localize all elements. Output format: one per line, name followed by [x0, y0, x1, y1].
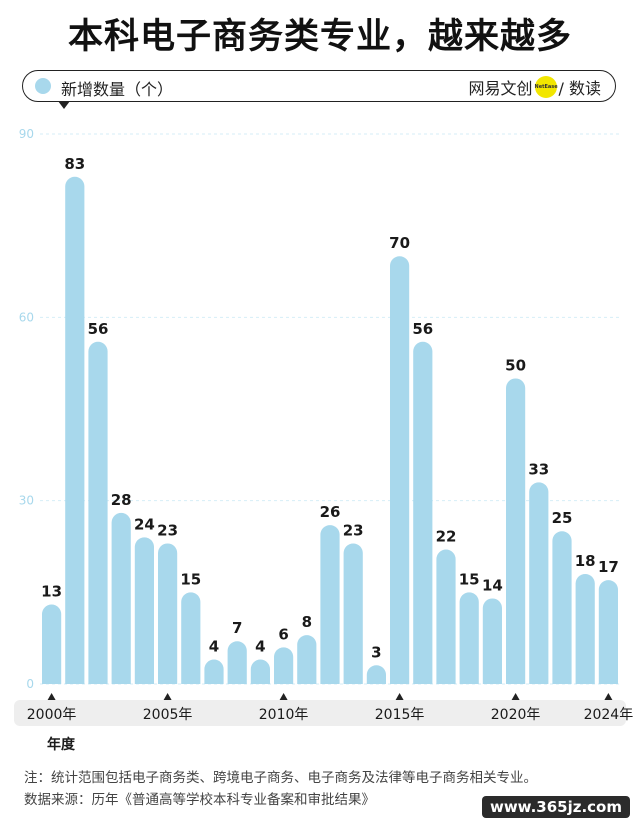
legend-label: 新增数量（个） [61, 80, 174, 99]
bar [134, 537, 154, 684]
bar-value-label: 56 [412, 320, 433, 338]
bar [320, 525, 340, 684]
brand-suffix: / 数读 [558, 79, 601, 98]
bar [297, 635, 317, 684]
x-tick-label: 2024年 [584, 707, 634, 723]
bar [552, 531, 572, 684]
bar-value-label: 14 [482, 576, 503, 594]
bar-value-label: 6 [278, 625, 288, 643]
x-tick-label: 2020年 [491, 707, 541, 723]
x-tick-marker-icon [395, 693, 404, 700]
bar [65, 176, 85, 684]
bar-value-label: 28 [111, 491, 132, 509]
bar [413, 341, 433, 684]
bar-value-label: 26 [320, 503, 341, 521]
bar-value-label: 23 [157, 521, 178, 539]
y-tick-label: 60 [19, 310, 34, 324]
x-tick-marker-icon [604, 693, 613, 700]
source-note: 数据来源：历年《普通高等学校本科专业备案和审批结果》 [24, 792, 375, 808]
legend-swatch [35, 78, 51, 94]
legend-pointer [58, 101, 70, 109]
bar [111, 512, 131, 684]
bar [598, 580, 618, 684]
chart-title: 本科电子商务类专业，越来越多 [67, 17, 572, 57]
bar-value-label: 13 [41, 583, 62, 601]
bar [459, 592, 479, 684]
bar [575, 574, 595, 684]
bar-value-label: 24 [134, 515, 155, 533]
y-tick-label: 90 [19, 127, 34, 141]
x-tick-label: 2015年 [375, 707, 425, 723]
bar-value-label: 23 [343, 521, 364, 539]
bar-value-label: 25 [552, 509, 573, 527]
x-tick-marker-icon [511, 693, 520, 700]
bar-value-label: 4 [255, 638, 265, 656]
bar [390, 256, 410, 684]
bar [250, 659, 270, 684]
x-tick-label: 2000年 [27, 707, 77, 723]
x-tick-marker-icon [47, 693, 56, 700]
bar-value-label: 56 [88, 320, 109, 338]
bar-value-label: 33 [528, 460, 549, 478]
bar [42, 604, 62, 684]
bar-value-label: 18 [575, 552, 596, 570]
watermark: www.365jz.com [481, 796, 630, 818]
bar-value-label: 70 [389, 234, 410, 252]
bar-value-label: 15 [180, 570, 201, 588]
brand-badge-icon: NetEase [534, 76, 558, 98]
x-tick-label: 2010年 [259, 707, 309, 723]
x-tick-marker-icon [279, 693, 288, 700]
bar-value-label: 7 [232, 619, 242, 637]
bar-value-label: 50 [505, 356, 526, 374]
bar [274, 647, 294, 684]
bar [88, 341, 108, 684]
y-tick-label: 0 [26, 677, 34, 691]
bar-value-label: 17 [598, 558, 619, 576]
brand-logo: 网易文创 NetEase / 数读 [468, 75, 601, 99]
bar [506, 378, 526, 684]
bar [436, 549, 456, 684]
bar [529, 482, 549, 684]
bar-value-label: 83 [64, 155, 85, 173]
bar [204, 659, 224, 684]
bar-value-label: 8 [302, 613, 312, 631]
brand-name: 网易文创 [468, 79, 533, 98]
legend-bar: 新增数量（个） 网易文创 NetEase / 数读 [22, 70, 616, 102]
x-tick-marker-icon [163, 693, 172, 700]
bar-value-label: 4 [209, 638, 219, 656]
bar [227, 641, 247, 684]
bar [482, 598, 502, 684]
footnote: 注：统计范围包括电子商务类、跨境电子商务、电子商务及法律等电子商务相关专业。 [24, 770, 537, 786]
bar [158, 543, 178, 684]
bar-value-label: 3 [371, 644, 381, 662]
bar [181, 592, 201, 684]
x-tick-label: 2005年 [143, 707, 193, 723]
x-axis-title: 年度 [47, 736, 76, 753]
bar-value-label: 15 [459, 570, 480, 588]
bar [343, 543, 363, 684]
x-axis-band [14, 700, 626, 726]
bar [366, 665, 386, 684]
bar-value-label: 22 [436, 528, 457, 546]
y-tick-label: 30 [19, 494, 34, 508]
